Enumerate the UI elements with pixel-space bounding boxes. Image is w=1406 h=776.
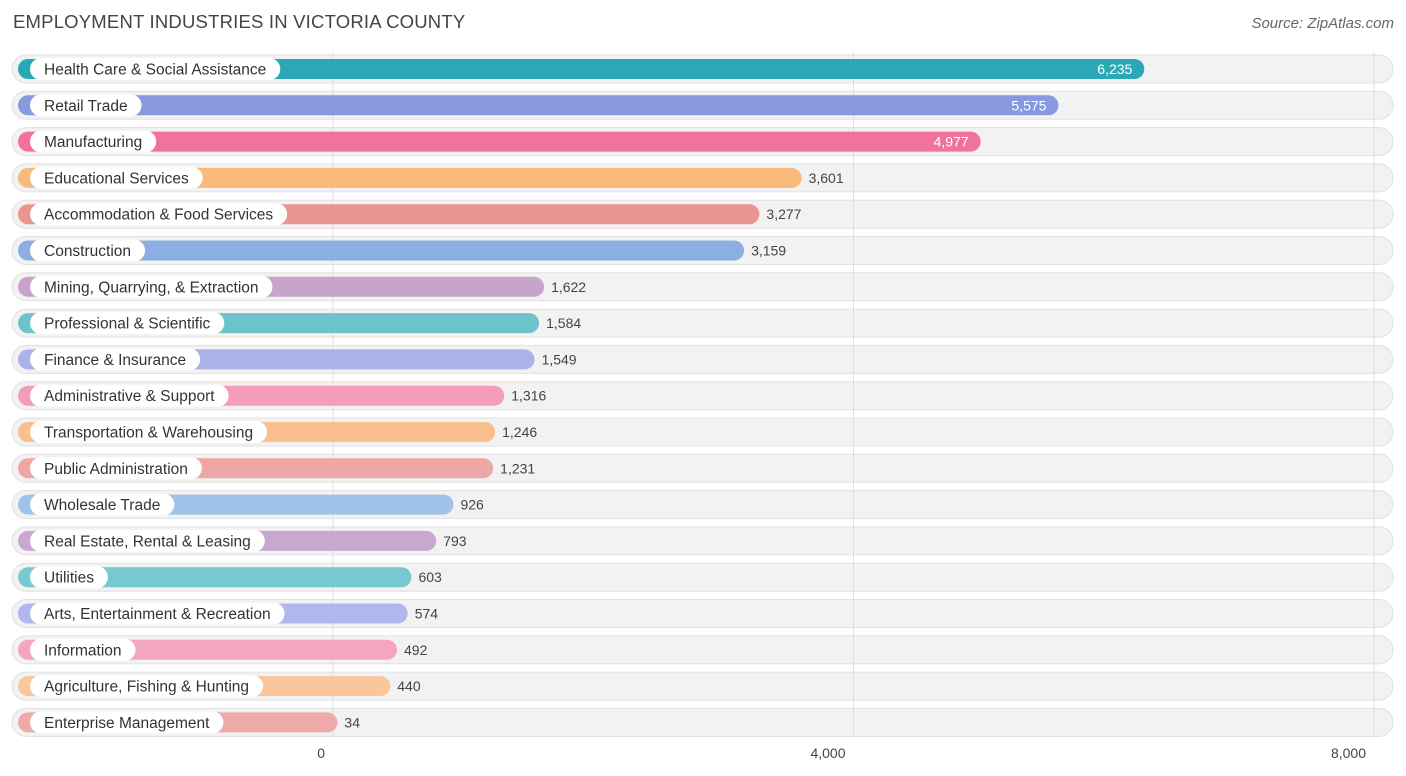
category-label: Public Administration bbox=[44, 461, 188, 478]
bar bbox=[18, 59, 1145, 79]
category-label-pill bbox=[30, 711, 224, 734]
value-label: 1,584 bbox=[546, 315, 581, 331]
chart-title: EMPLOYMENT INDUSTRIES IN VICTORIA COUNTY bbox=[13, 11, 466, 32]
value-label: 574 bbox=[415, 606, 439, 622]
category-label: Construction bbox=[44, 243, 131, 260]
value-label: 3,277 bbox=[766, 206, 801, 222]
category-label: Agriculture, Fishing & Hunting bbox=[44, 679, 249, 696]
bar bbox=[18, 167, 802, 188]
x-axis-ticks: 0 4,000 8,000 bbox=[317, 745, 1366, 761]
category-label: Accommodation & Food Services bbox=[44, 207, 273, 224]
category-label: Information bbox=[44, 642, 122, 659]
tick-label: 0 bbox=[317, 745, 325, 761]
category-label: Professional & Scientific bbox=[44, 316, 211, 333]
category-label: Transportation & Warehousing bbox=[44, 425, 253, 442]
value-label: 5,575 bbox=[1011, 97, 1046, 113]
value-label: 3,601 bbox=[809, 170, 844, 186]
value-label: 1,622 bbox=[551, 279, 586, 295]
value-label: 793 bbox=[443, 533, 467, 549]
category-label: Educational Services bbox=[44, 170, 189, 187]
category-label-pill bbox=[30, 58, 281, 80]
category-label-pill bbox=[30, 348, 201, 371]
bar bbox=[18, 240, 745, 261]
category-label-pill bbox=[30, 203, 288, 226]
category-label: Real Estate, Rental & Leasing bbox=[44, 533, 251, 550]
category-label: Administrative & Support bbox=[44, 388, 215, 405]
category-label-pill bbox=[30, 130, 157, 153]
bars: Health Care & Social Assistance 6,235 Reta… bbox=[18, 58, 1145, 734]
category-label-pill bbox=[30, 602, 285, 625]
category-label: Enterprise Management bbox=[44, 715, 210, 732]
value-label: 4,977 bbox=[934, 134, 969, 150]
category-label: Utilities bbox=[44, 570, 94, 587]
value-label: 492 bbox=[404, 642, 428, 658]
category-label: Wholesale Trade bbox=[44, 497, 160, 514]
chart-source: Source: ZipAtlas.com bbox=[1251, 15, 1394, 32]
category-label: Finance & Insurance bbox=[44, 352, 186, 369]
value-label: 926 bbox=[460, 497, 484, 513]
category-label-pill bbox=[30, 384, 229, 407]
tick-label: 4,000 bbox=[810, 745, 845, 761]
tick-label: 8,000 bbox=[1331, 745, 1366, 761]
category-label-pill bbox=[30, 675, 264, 698]
value-label: 1,549 bbox=[542, 351, 577, 367]
category-label-pill bbox=[30, 275, 273, 298]
category-label-pill bbox=[30, 421, 268, 443]
value-label: 1,246 bbox=[502, 424, 537, 440]
bar bbox=[18, 95, 1059, 116]
category-label-pill bbox=[30, 312, 225, 335]
value-label: 3,159 bbox=[751, 243, 786, 259]
value-label: 603 bbox=[418, 569, 442, 585]
bar bbox=[18, 567, 412, 588]
value-label: 440 bbox=[397, 678, 421, 694]
category-label-pill bbox=[30, 239, 146, 262]
category-label: Manufacturing bbox=[44, 134, 142, 151]
category-label-pill bbox=[30, 638, 136, 661]
category-label-pill bbox=[30, 94, 142, 117]
category-label: Retail Trade bbox=[44, 98, 128, 115]
category-label-pill bbox=[30, 493, 175, 516]
category-label-pill bbox=[30, 166, 203, 189]
category-label-pill bbox=[30, 457, 202, 480]
row-background bbox=[11, 707, 1394, 737]
category-label-pill bbox=[30, 529, 265, 552]
category-label: Health Care & Social Assistance bbox=[44, 62, 266, 79]
category-label: Arts, Entertainment & Recreation bbox=[44, 606, 271, 623]
value-label: 34 bbox=[344, 714, 360, 730]
bar bbox=[18, 131, 981, 152]
value-label: 1,316 bbox=[511, 388, 546, 404]
category-label-pill bbox=[30, 566, 108, 589]
category-label: Mining, Quarrying, & Extraction bbox=[44, 279, 259, 296]
value-label: 1,231 bbox=[500, 460, 535, 476]
value-label: 6,235 bbox=[1097, 61, 1132, 77]
